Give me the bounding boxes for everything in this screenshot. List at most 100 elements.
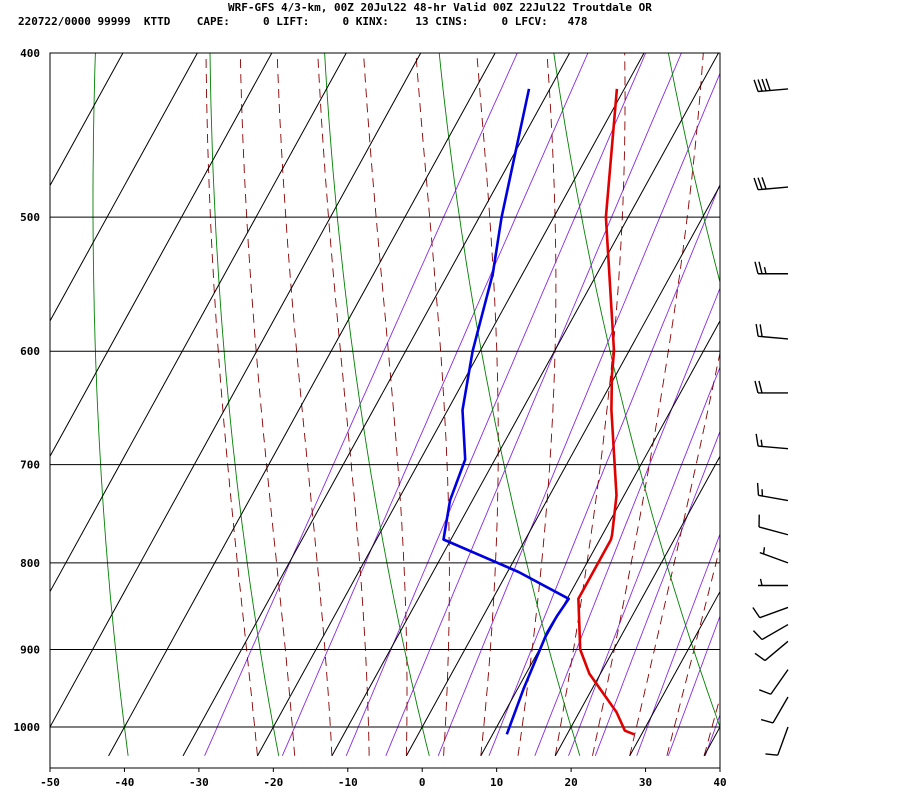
dry-adiabat-line [209,53,280,756]
mixing-ratio-line [667,614,720,756]
wind-barb-half-flag [760,439,763,447]
x-tick-label: -40 [115,776,135,789]
isotherm-line [554,455,720,757]
y-tick-label: 900 [20,643,40,656]
isotherm-line [331,53,719,757]
wind-barb-flag [760,718,774,724]
wind-barb-flag [755,323,759,337]
mixing-ratio-line [437,72,720,756]
dry-adiabat-line [438,53,581,756]
dewpoint-profile-line [442,88,571,735]
wind-barb-flag [754,652,766,662]
wind-barb [752,623,789,641]
x-tick-label: 10 [490,776,503,789]
moist-adiabat-line [703,695,720,756]
wind-barb [755,323,789,340]
wind-barb [756,482,789,502]
wind-barb-shaft [758,494,789,502]
wind-barb-flag [765,753,778,756]
wind-barb-shaft [772,696,789,724]
isotherm-isobar-grid [50,53,720,757]
wind-barb [752,606,789,619]
wind-barb-flag [761,177,767,190]
wind-barb-shaft [777,726,789,756]
isotherm-line [182,53,571,757]
moist-adiabat-line [554,53,626,756]
wind-barb-flag [765,78,771,91]
moist-adiabat-line [317,53,370,756]
moist-adiabat-line [205,53,258,756]
x-tick-label: 30 [639,776,652,789]
wind-barb-flag [761,78,767,92]
mixing-ratio-line [594,430,720,756]
temperature-profile-line [577,88,635,736]
x-tick-label: -50 [40,776,60,789]
y-tick-label: 600 [20,345,40,358]
moist-adiabat-line [517,53,557,756]
wind-barb-shaft [770,669,789,695]
wind-barb-flag [756,482,760,496]
isotherm-line [257,53,645,757]
moist-adiabat-line [363,53,408,756]
wind-barb-shaft [758,335,789,340]
moist-adiabat-line [629,350,720,756]
isotherm-line [50,53,422,729]
wind-barb-half-flag [762,547,766,555]
wind-barb-flag [758,380,763,394]
isotherm-line [629,590,720,757]
moist-adiabat-line [415,53,450,756]
mixing-ratio-line [385,53,682,756]
wind-barb-shaft [759,551,789,564]
isotherm-line [703,725,720,757]
wind-barb-shaft [758,186,789,191]
x-tick-label: -10 [338,776,358,789]
wind-barb-half-flag [759,578,763,586]
moist-adiabat-line [592,53,704,756]
wind-barb-flag [757,79,763,92]
wind-barb-flag [752,630,763,641]
mixing-ratio-line [636,532,720,756]
wind-barb-flag [759,324,763,337]
x-tick-label: 40 [713,776,726,789]
mixing-ratio-lines [204,53,720,756]
isotherm-line [405,184,720,757]
moist-adiabat-line [276,53,333,756]
wind-barb-flag [754,380,759,394]
dry-adiabat-line [783,53,900,756]
mixing-ratio-line [704,713,720,756]
y-tick-label: 800 [20,557,40,570]
isotherm-line [50,53,198,322]
wind-barb-flag [754,261,759,274]
dry-adiabats [92,53,900,756]
y-tick-label: 1000 [14,721,41,734]
isotherm-line [50,53,124,187]
x-tick-label: -30 [189,776,209,789]
dry-adiabat-line [92,53,129,756]
pressure-axis: 400 500 600 700 800 900 1000 [14,47,41,734]
isotherm-line [50,53,347,593]
mixing-ratio-line [534,286,720,756]
wind-barb-flag [753,79,759,92]
x-tick-label: -20 [263,776,283,789]
sounding-indices: 220722/0000 99999 KTTD CAPE: 0 LIFT: 0 K… [18,15,588,28]
wind-barb [765,726,789,756]
wind-barb-shaft [758,88,789,93]
wind-barb-flag [757,177,763,190]
wind-barb [759,547,789,564]
mixing-ratio-line [345,53,647,756]
wind-barb-flag [752,607,761,619]
wind-barb-column [752,78,789,756]
wind-barb [753,177,789,191]
wind-barb-shaft [761,623,789,641]
wind-barb [755,433,789,450]
wind-barb [760,696,789,724]
plot-frame [49,52,721,769]
wind-barb-half-flag [763,266,767,274]
dry-adiabat-line [324,53,430,756]
wind-barb [758,669,789,695]
y-tick-label: 400 [20,47,40,60]
mixing-ratio-line [281,53,589,756]
wind-barb-shaft [758,445,789,450]
wind-barb-shaft [759,606,789,619]
